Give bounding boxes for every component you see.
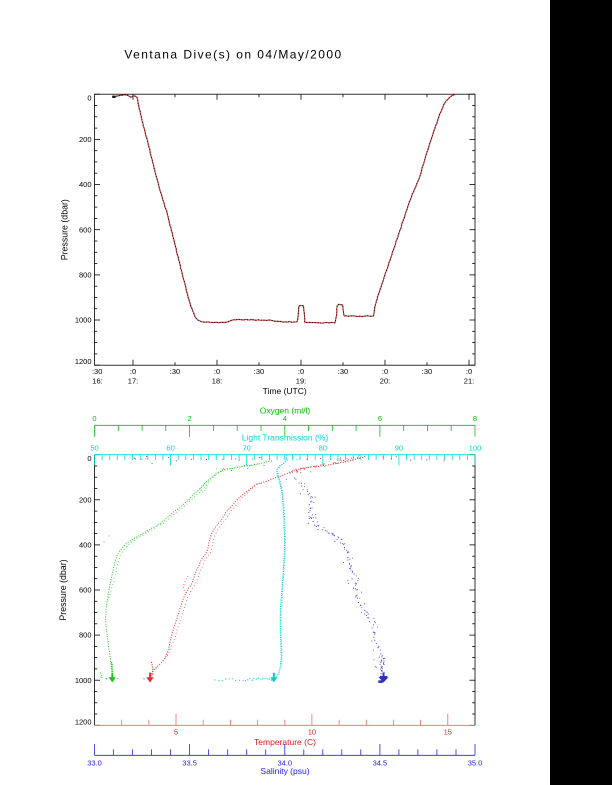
- svg-text:35.0: 35.0: [468, 759, 483, 768]
- svg-text:600: 600: [79, 225, 92, 234]
- svg-text:70: 70: [243, 444, 251, 453]
- svg-text:0: 0: [87, 454, 91, 463]
- svg-text:Temperature (C): Temperature (C): [254, 737, 316, 747]
- svg-text::0: :0: [382, 367, 388, 376]
- svg-text:34.0: 34.0: [277, 759, 292, 768]
- svg-text:800: 800: [79, 631, 92, 640]
- svg-text:Ventana Dive(s) on 04/May/2000: Ventana Dive(s) on 04/May/2000: [124, 48, 342, 62]
- svg-text:Salinity (psu): Salinity (psu): [260, 766, 309, 776]
- svg-text:Light Transmission (%): Light Transmission (%): [242, 433, 329, 443]
- svg-text:0: 0: [87, 94, 91, 103]
- svg-text:1000: 1000: [75, 676, 92, 685]
- svg-text:33.5: 33.5: [182, 759, 197, 768]
- svg-text:1200: 1200: [75, 357, 92, 366]
- svg-text::30: :30: [92, 367, 102, 376]
- svg-text:8: 8: [473, 414, 477, 423]
- svg-text::30: :30: [170, 367, 180, 376]
- svg-text:1000: 1000: [75, 316, 92, 325]
- svg-text:2: 2: [188, 414, 192, 423]
- svg-text:4: 4: [283, 414, 287, 423]
- svg-text:800: 800: [79, 271, 92, 280]
- svg-text:Time (UTC): Time (UTC): [263, 386, 307, 396]
- svg-text:10: 10: [308, 728, 316, 737]
- svg-text:33.0: 33.0: [87, 759, 102, 768]
- svg-text:16:: 16:: [92, 376, 102, 385]
- svg-text:18:: 18:: [212, 376, 222, 385]
- svg-text:17:: 17:: [128, 376, 138, 385]
- svg-text:90: 90: [395, 444, 403, 453]
- svg-text::30: :30: [338, 367, 348, 376]
- svg-text:Pressure (dbar): Pressure (dbar): [58, 559, 68, 620]
- svg-text:200: 200: [79, 495, 92, 504]
- svg-text:400: 400: [79, 180, 92, 189]
- svg-text:19:: 19:: [296, 376, 306, 385]
- svg-text:Oxygen (ml/l): Oxygen (ml/l): [260, 406, 311, 416]
- svg-text::30: :30: [254, 367, 264, 376]
- svg-text:60: 60: [166, 444, 174, 453]
- svg-text:20:: 20:: [380, 376, 390, 385]
- svg-text:1200: 1200: [75, 717, 92, 726]
- svg-text::0: :0: [130, 367, 136, 376]
- svg-text:100: 100: [469, 444, 482, 453]
- svg-text::0: :0: [466, 367, 472, 376]
- svg-text:400: 400: [79, 541, 92, 550]
- svg-text:Pressure (dbar): Pressure (dbar): [59, 199, 69, 260]
- svg-text::30: :30: [422, 367, 432, 376]
- svg-text:15: 15: [444, 728, 452, 737]
- svg-text::0: :0: [214, 367, 220, 376]
- svg-text::0: :0: [298, 367, 304, 376]
- svg-text:600: 600: [79, 586, 92, 595]
- svg-text:34.5: 34.5: [373, 759, 388, 768]
- svg-text:80: 80: [319, 444, 327, 453]
- svg-text:0: 0: [92, 414, 96, 423]
- svg-text:21:: 21:: [464, 376, 474, 385]
- svg-text:50: 50: [90, 444, 98, 453]
- svg-text:5: 5: [174, 728, 178, 737]
- svg-text:200: 200: [79, 135, 92, 144]
- svg-text:6: 6: [378, 414, 382, 423]
